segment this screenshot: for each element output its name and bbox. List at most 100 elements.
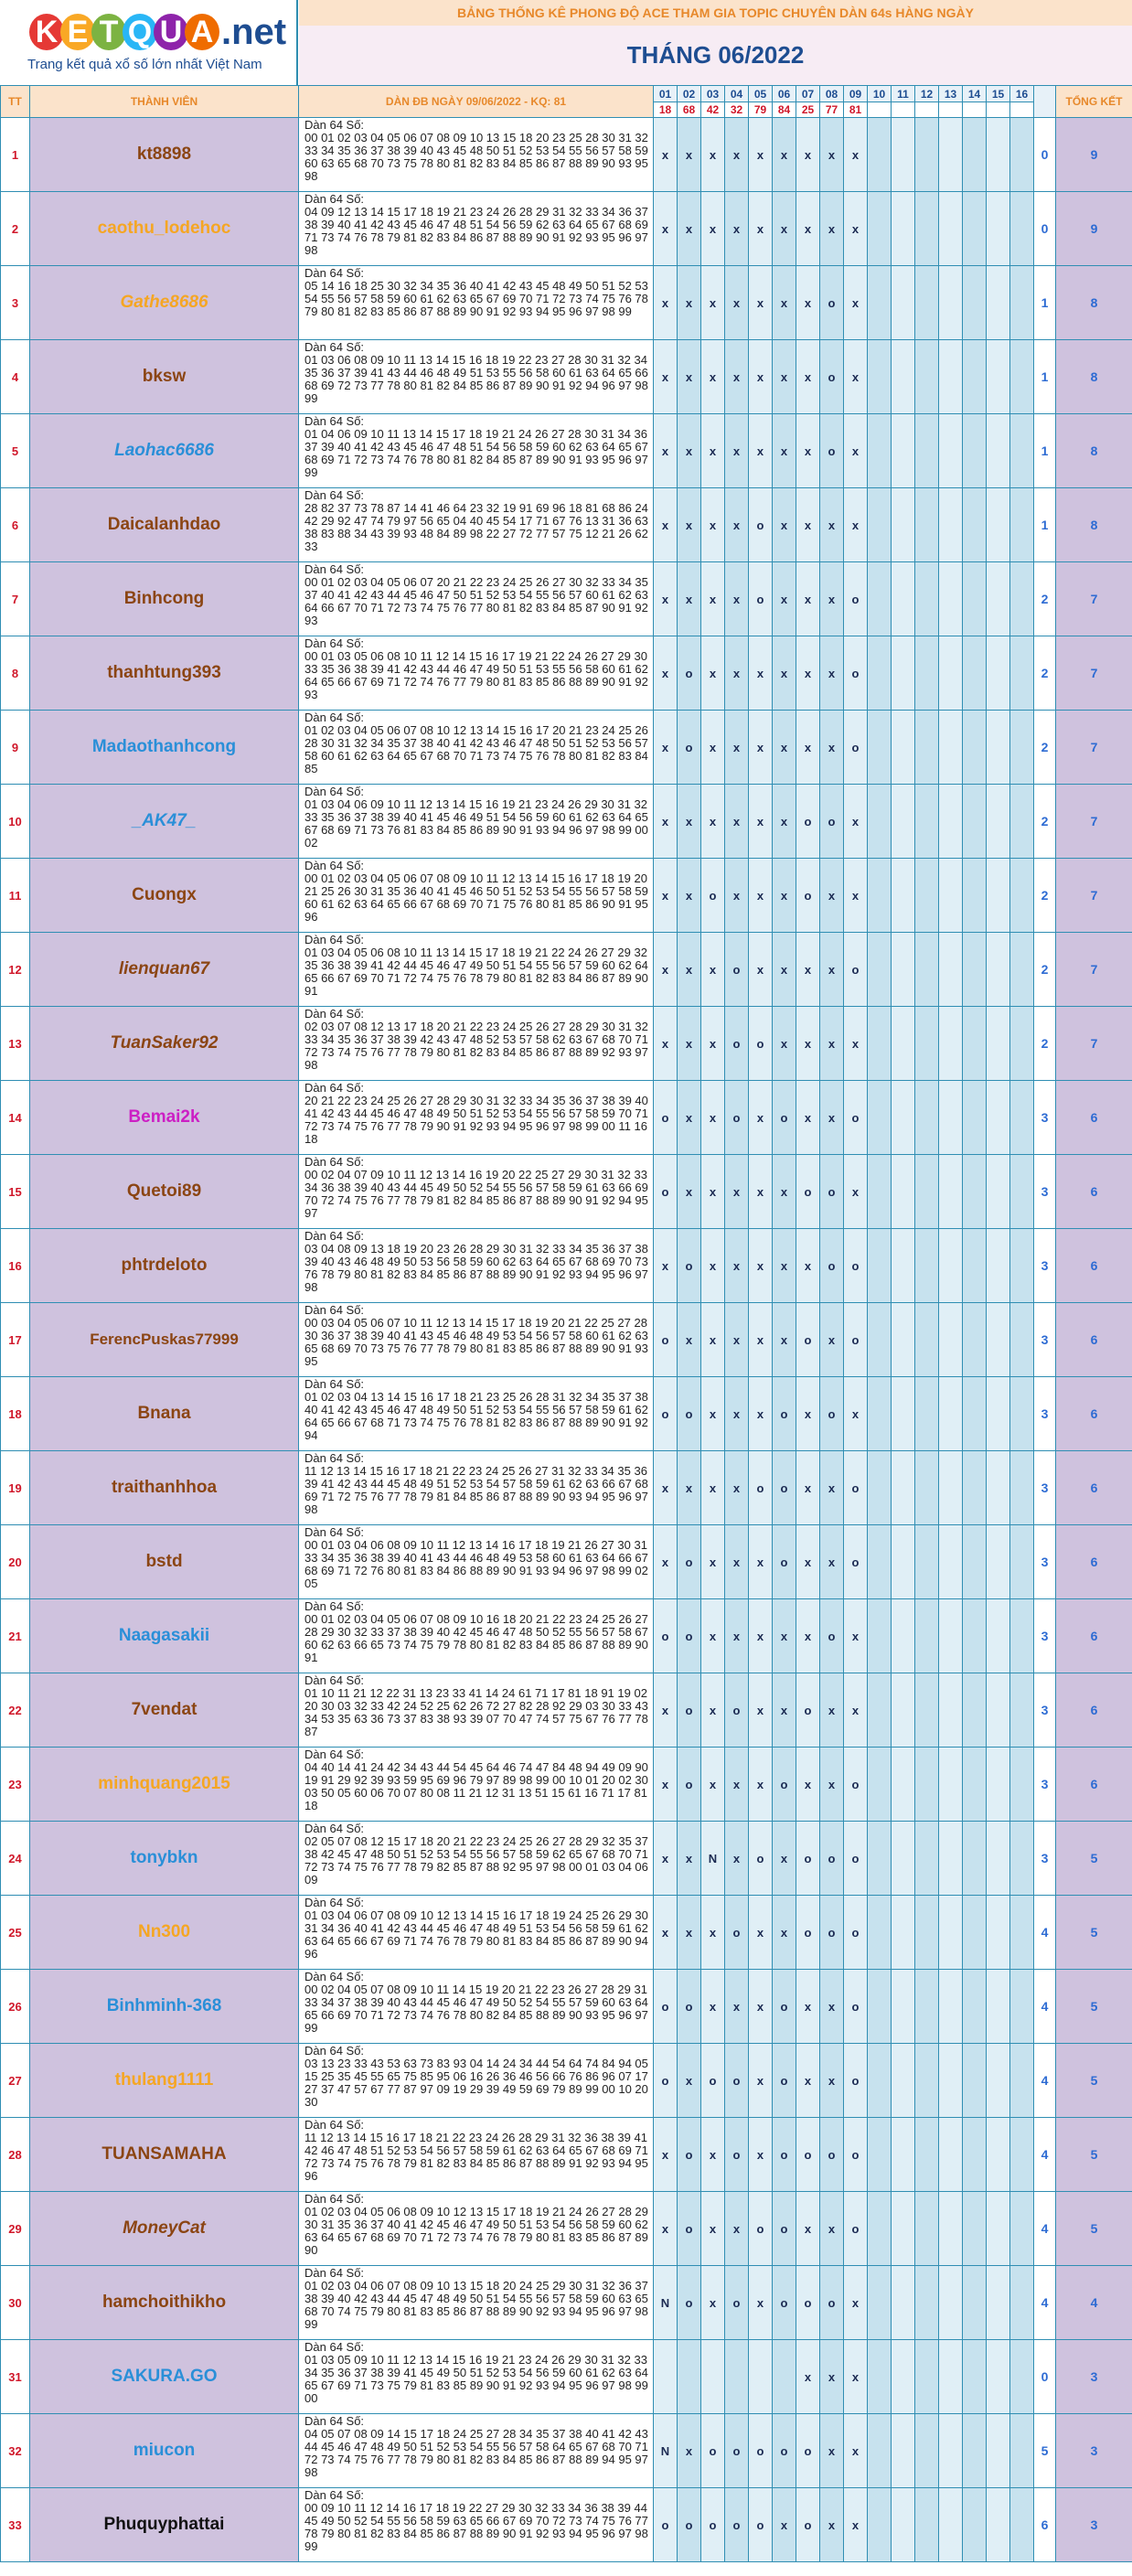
number-set: Dàn 64 Số: 04 09 12 13 14 15 17 18 19 21… [304, 193, 648, 257]
member-name[interactable]: thulang1111 [29, 2043, 299, 2118]
number-set-cell: Dàn 64 Số: 00 02 04 05 07 08 09 10 11 14… [298, 1969, 654, 2044]
day-mark: x [724, 1524, 749, 1599]
total-score: 7 [1055, 636, 1132, 711]
member-name[interactable]: bksw [29, 339, 299, 414]
day-mark: x [677, 2413, 701, 2488]
day-mark: x [653, 1747, 678, 1822]
member-name[interactable]: Bemai2k [29, 1080, 299, 1155]
win-count: 0 [1033, 117, 1056, 192]
number-set: Dàn 64 Số: 02 03 07 08 12 13 17 18 20 21… [304, 1008, 648, 1072]
day-mark [938, 2265, 963, 2340]
member-name[interactable]: Quetoi89 [29, 1154, 299, 1229]
total-score: 8 [1055, 265, 1132, 340]
member-row: 6 Daicalanhdao Dàn 64 Số: 28 82 37 73 78 8… [0, 487, 1132, 562]
number-set-cell: Dàn 64 Số: 04 40 14 41 24 42 34 43 44 54… [298, 1747, 654, 1822]
day-mark: x [796, 2191, 820, 2266]
day-mark: o [772, 1747, 796, 1822]
member-name[interactable]: Nn300 [29, 1895, 299, 1970]
day-mark [1009, 487, 1034, 562]
day-mark [986, 1895, 1010, 1970]
member-name[interactable]: Bnana [29, 1376, 299, 1451]
day-mark: x [653, 1006, 678, 1081]
win-count: 4 [1033, 2191, 1056, 2266]
member-name[interactable]: Gathe8686 [29, 265, 299, 340]
member-name[interactable]: kt8898 [29, 117, 299, 192]
member-name[interactable]: thanhtung393 [29, 636, 299, 711]
number-set-cell: Dàn 64 Số: 05 14 16 18 25 30 32 34 35 36… [298, 265, 654, 340]
day-mark: o [843, 561, 868, 636]
member-name[interactable]: _AK47_ [29, 784, 299, 859]
day-mark: N [700, 1821, 725, 1896]
number-set-cell: Dàn 64 Số: 01 02 03 04 13 14 15 16 17 18… [298, 1376, 654, 1451]
number-set: Dàn 64 Số: 01 03 04 06 07 08 09 10 12 13… [304, 1897, 648, 1961]
day-mark: o [843, 710, 868, 785]
member-name[interactable]: Binhcong [29, 561, 299, 636]
member-name[interactable]: TUANSAMAHA [29, 2117, 299, 2192]
member-name[interactable]: 7vendat [29, 1673, 299, 1748]
member-name[interactable]: FerencPuskas77999 [29, 1302, 299, 1377]
day-mark: o [700, 2487, 725, 2562]
member-name[interactable]: SAKURA.GO [29, 2339, 299, 2414]
member-name[interactable]: Cuongx [29, 858, 299, 933]
row-number: 20 [0, 1524, 30, 1599]
member-name[interactable]: Phuquyphattai [29, 2487, 299, 2562]
win-count: 4 [1033, 2117, 1056, 2192]
number-set: Dàn 64 Số: 00 09 10 11 12 14 16 17 18 19… [304, 2489, 648, 2553]
member-name[interactable]: miucon [29, 2413, 299, 2488]
member-name[interactable]: traithanhhoa [29, 1450, 299, 1525]
day-mark: x [700, 2191, 725, 2266]
row-number: 9 [0, 710, 30, 785]
member-name[interactable]: Binhminh-368 [29, 1969, 299, 2044]
day-mark [962, 2043, 987, 2118]
day-mark: x [796, 117, 820, 192]
member-name[interactable]: Laohac6686 [29, 413, 299, 488]
total-score: 6 [1055, 1450, 1132, 1525]
day-mark: x [700, 1598, 725, 1673]
day-mark [891, 1302, 915, 1377]
member-name[interactable]: minhquang2015 [29, 1747, 299, 1822]
day-mark: o [796, 1895, 820, 1970]
day-mark [914, 858, 939, 933]
member-name[interactable]: Daicalanhdao [29, 487, 299, 562]
day-mark: x [772, 1673, 796, 1748]
member-name[interactable]: phtrdeloto [29, 1228, 299, 1303]
day-mark: x [724, 561, 749, 636]
day-mark: x [724, 1969, 749, 2044]
member-name[interactable]: bstd [29, 1524, 299, 1599]
day-mark: x [653, 710, 678, 785]
day-mark: x [748, 1302, 773, 1377]
number-set: Dàn 64 Số: 28 82 37 73 78 87 14 41 46 64… [304, 489, 648, 553]
member-name[interactable]: MoneyCat [29, 2191, 299, 2266]
day-mark: x [677, 1080, 701, 1155]
day-mark: o [796, 2117, 820, 2192]
day-mark: x [796, 636, 820, 711]
day-mark: x [677, 487, 701, 562]
member-name[interactable]: Naagasakii [29, 1598, 299, 1673]
day-mark: x [819, 2339, 844, 2414]
day-mark [962, 1302, 987, 1377]
row-number: 17 [0, 1302, 30, 1377]
member-name[interactable]: tonybkn [29, 1821, 299, 1896]
member-name[interactable]: lienquan67 [29, 932, 299, 1007]
member-name[interactable]: Madaothanhcong [29, 710, 299, 785]
member-name[interactable]: caothu_lodehoc [29, 191, 299, 266]
day-mark [962, 2339, 987, 2414]
day-header: 16 [1009, 85, 1034, 102]
day-mark [986, 710, 1010, 785]
day-mark: x [653, 117, 678, 192]
number-set-cell: Dàn 64 Số: 00 03 04 05 06 07 10 11 12 13… [298, 1302, 654, 1377]
day-mark [867, 1228, 892, 1303]
number-set: Dàn 64 Số: 00 01 02 03 04 05 06 07 08 09… [304, 119, 648, 183]
member-name[interactable]: TuanSaker92 [29, 1006, 299, 1081]
day-mark: x [796, 1524, 820, 1599]
day-mark: x [700, 1376, 725, 1451]
row-number: 6 [0, 487, 30, 562]
member-row: 32 miucon Dàn 64 Số: 04 05 07 08 09 14 15 … [0, 2413, 1132, 2488]
member-row: 31 SAKURA.GO Dàn 64 Số: 01 03 05 09 10 11 … [0, 2339, 1132, 2414]
member-name[interactable]: hamchoithikho [29, 2265, 299, 2340]
day-mark [891, 117, 915, 192]
day-mark: x [653, 191, 678, 266]
day-mark: x [653, 858, 678, 933]
day-mark: x [700, 413, 725, 488]
